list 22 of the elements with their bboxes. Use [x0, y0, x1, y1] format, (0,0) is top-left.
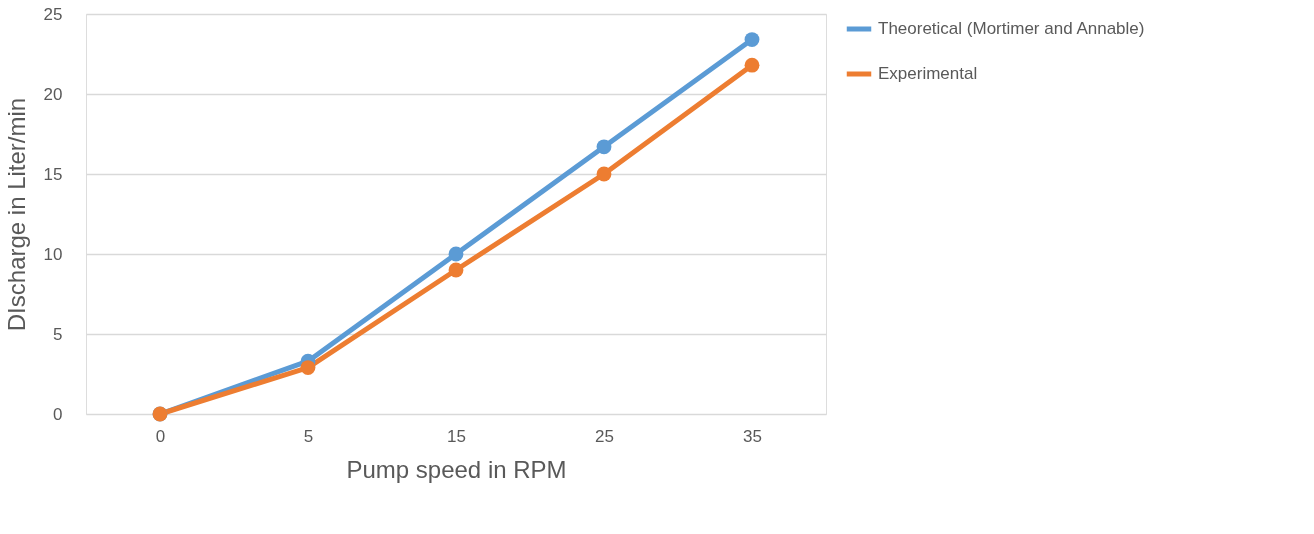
- legend-label: Theoretical (Mortimer and Annable): [878, 19, 1145, 38]
- x-tick-label: 0: [155, 426, 166, 446]
- x-tick-label: 5: [303, 426, 314, 446]
- y-tick-label: 20: [43, 84, 63, 104]
- y-tick-label: 25: [43, 4, 63, 24]
- y-tick-label: 5: [53, 324, 63, 344]
- y-tick-label: 0: [53, 404, 63, 424]
- x-tick-label: 15: [447, 426, 466, 446]
- point: [744, 32, 760, 47]
- point: [744, 57, 760, 73]
- point: [448, 262, 464, 278]
- x-tick-label: 25: [595, 426, 614, 446]
- point: [300, 360, 316, 375]
- point: [448, 246, 464, 262]
- y-axis-title: DIscharge in Liter/min: [2, 97, 30, 332]
- point: [596, 166, 612, 182]
- legend-label: Experimental: [878, 64, 978, 83]
- x-tick-label: 35: [743, 426, 762, 446]
- point: [596, 139, 612, 155]
- x-axis-title: Pump speed in RPM: [346, 455, 567, 483]
- y-tick-label: 10: [43, 244, 63, 264]
- y-tick-label: 15: [43, 164, 63, 184]
